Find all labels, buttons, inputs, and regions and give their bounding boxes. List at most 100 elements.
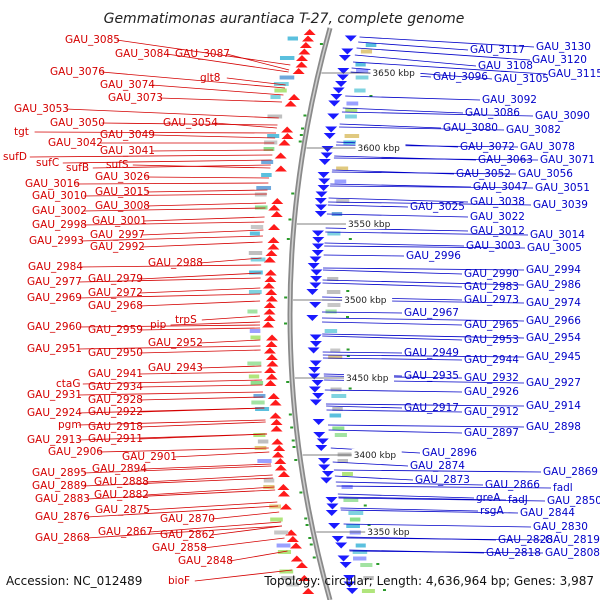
leader-line-right: [341, 111, 534, 117]
rna-feature: [376, 563, 380, 565]
leader-line-left: [116, 39, 291, 66]
cog-block-right: [325, 309, 337, 314]
gene-label-right: GAU_2896: [422, 447, 477, 459]
leader-line-left: [80, 235, 263, 242]
cog-block-left: [267, 114, 283, 119]
leader-line-left: [139, 384, 263, 388]
leader-line-left: [173, 451, 270, 458]
kbp-label-bg: [365, 526, 416, 537]
leader-line-left: [166, 53, 289, 73]
cog-block-right: [352, 550, 368, 554]
rna-feature: [303, 114, 307, 117]
forward-strand-feature: [306, 289, 319, 295]
leader-line-left: [199, 365, 262, 369]
rna-feature: [288, 218, 292, 221]
reverse-strand-feature: [277, 490, 290, 497]
leader-line-right: [324, 389, 463, 393]
forward-strand-feature: [337, 555, 350, 562]
reverse-strand-feature: [266, 334, 279, 341]
gene-label-left: GAU_3074: [100, 79, 155, 91]
gene-label-right: GAU_3012: [470, 225, 525, 237]
gene-label-left: pgm: [58, 419, 82, 431]
reverse-strand-feature: [298, 48, 311, 55]
kbp-label: 3600 kbp: [357, 144, 400, 154]
cog-block-left: [281, 576, 296, 580]
gene-label-left: bioF: [168, 575, 190, 587]
forward-strand-feature: [331, 536, 344, 542]
leader-line-left: [86, 505, 279, 518]
leader-line-left: [86, 525, 283, 539]
gene-label-left: GAU_3053: [14, 103, 69, 115]
leader-line-left: [82, 379, 263, 385]
gene-label-right: GAU_3080: [443, 122, 498, 134]
reverse-strand-feature: [270, 211, 283, 217]
leader-line-left: [151, 134, 276, 139]
gene-label-right: GAU_2990: [464, 268, 519, 280]
leader-line-left: [139, 349, 261, 354]
leader-line-left: [92, 164, 271, 169]
leader-line-right: [356, 47, 531, 61]
leader-line-left: [145, 486, 275, 496]
rna-feature: [292, 446, 296, 448]
accession-text: Accession: NC_012489: [6, 574, 142, 588]
gene-label-left: GAU_3008: [95, 200, 150, 212]
rna-feature: [284, 296, 288, 299]
forward-strand-feature: [312, 243, 325, 250]
gene-label-right: GAU_3039: [533, 199, 588, 211]
cog-block-left: [254, 205, 268, 210]
reverse-strand-feature: [277, 484, 290, 490]
reverse-strand-feature: [302, 35, 315, 42]
gene-label-left: GAU_2867: [98, 526, 153, 538]
left-gene-labels: GAU_3085 GAU_3084 GAU_3087 GAU_3076 glt8 GAU_…: [3, 34, 233, 587]
cog-block-left: [274, 88, 287, 93]
gene-label-left: GAU_2998: [32, 219, 87, 231]
gene-label-left: GAU_3026: [95, 171, 150, 183]
gene-label-left: GAU_2952: [148, 337, 203, 349]
leader-line-right: [343, 523, 532, 528]
leader-line-left: [132, 164, 271, 169]
gene-label-right: GAU_3047: [473, 181, 528, 193]
kbp-label-bg: [355, 142, 406, 153]
gene-label-right: GAU_3072: [460, 141, 515, 153]
forward-strand-feature: [312, 393, 325, 399]
gene-label-left: GAU_2997: [90, 229, 145, 241]
cog-block-right: [360, 563, 373, 567]
reverse-strand-feature: [263, 256, 276, 263]
forward-strand-feature: [318, 159, 331, 165]
leader-line-left: [78, 324, 261, 328]
leader-line-right: [339, 126, 505, 131]
cog-block-left: [255, 407, 270, 411]
gene-label-right: GAU_3096: [433, 71, 488, 83]
leader-line-left: [139, 407, 265, 413]
rna-feature: [348, 238, 352, 240]
cog-block-right: [330, 387, 342, 392]
leader-line-left: [86, 489, 276, 500]
gene-label-right: GAU_2818: [486, 547, 541, 559]
reverse-strand-feature: [271, 438, 284, 445]
leader-line-right: [322, 357, 463, 361]
gene-label-right: GAU_2994: [526, 264, 581, 276]
rna-feature: [286, 381, 290, 383]
gene-label-left: GAU_3054: [163, 117, 218, 129]
gene-label-left: GAU_2928: [88, 394, 143, 406]
cog-block-left: [286, 582, 299, 587]
gene-label-left: GAU_2993: [29, 235, 84, 247]
reverse-strand-feature: [270, 419, 283, 425]
topology-text: Topology: circular; Length: 4,636,964 bp…: [263, 574, 594, 588]
reverse-strand-feature: [277, 471, 290, 477]
gene-label-left: GAU_3076: [50, 66, 105, 78]
gene-label-left: tgt: [14, 126, 29, 138]
forward-strand-feature: [311, 250, 324, 256]
gene-label-right: GAU_3014: [530, 229, 585, 241]
cog-block-right: [360, 49, 373, 54]
reverse-strand-feature: [274, 464, 287, 471]
forward-strand-feature: [321, 146, 334, 152]
leader-line-right: [335, 481, 484, 486]
leader-line-right: [323, 267, 525, 271]
kbp-label: 3650 kbp: [372, 69, 415, 79]
cog-block-right: [332, 407, 343, 411]
forward-strand-feature: [320, 477, 333, 484]
rna-feature: [309, 543, 313, 546]
leader-line-right: [359, 36, 535, 48]
